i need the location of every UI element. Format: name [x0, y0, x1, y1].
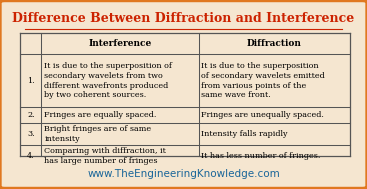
Text: Difference Between Diffraction and Interference: Difference Between Diffraction and Inter…	[12, 12, 355, 25]
Text: 2.: 2.	[27, 111, 34, 119]
Text: Fringes are equally spaced.: Fringes are equally spaced.	[44, 111, 157, 119]
Text: Comparing with diffraction, it
has large number of fringes: Comparing with diffraction, it has large…	[44, 147, 166, 165]
Text: 4.: 4.	[27, 152, 34, 160]
Text: Diffraction: Diffraction	[247, 39, 302, 48]
Text: It is due to the superposition of
secondary wavelets from two
different wavefron: It is due to the superposition of second…	[44, 62, 172, 99]
Text: Interference: Interference	[88, 39, 152, 48]
Text: Fringes are unequally spaced.: Fringes are unequally spaced.	[201, 111, 324, 119]
Text: Bright fringes are of same
intensity: Bright fringes are of same intensity	[44, 125, 152, 143]
Text: www.TheEngineeringKnowledge.com: www.TheEngineeringKnowledge.com	[87, 169, 280, 179]
Text: 1.: 1.	[27, 77, 34, 85]
Text: It is due to the superposition
of secondary wavelets emitted
from various points: It is due to the superposition of second…	[201, 62, 325, 99]
Text: Intensity falls rapidly: Intensity falls rapidly	[201, 130, 288, 138]
Text: It has less number of fringes.: It has less number of fringes.	[201, 152, 321, 160]
Text: 3.: 3.	[27, 130, 34, 138]
